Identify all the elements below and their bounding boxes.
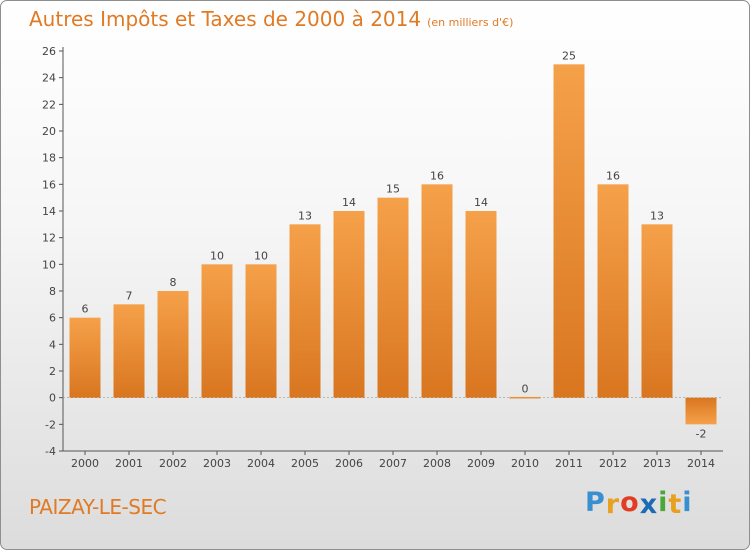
logo-letter: i <box>658 487 669 518</box>
x-tick-label-2002: 2002 <box>159 457 187 470</box>
bar-2014 <box>685 397 717 425</box>
value-label-2007: 15 <box>386 183 400 196</box>
bar-2008 <box>421 184 453 398</box>
bar-2006 <box>333 211 365 398</box>
y-tick-label: 10 <box>42 258 56 271</box>
x-tick-label-2009: 2009 <box>467 457 495 470</box>
x-tick-label-2003: 2003 <box>203 457 231 470</box>
x-tick-label-2011: 2011 <box>555 457 583 470</box>
x-tick-label-2013: 2013 <box>643 457 671 470</box>
y-tick-label: 14 <box>42 205 56 218</box>
x-tick-label-2010: 2010 <box>511 457 539 470</box>
bar-2001 <box>113 304 145 398</box>
x-tick-label-2004: 2004 <box>247 457 275 470</box>
proxiti-logo: Proxiti <box>585 487 693 520</box>
y-tick-label: 20 <box>42 125 56 138</box>
chart-title: Autres Impôts et Taxes de 2000 à 2014 (en… <box>29 7 513 31</box>
value-label-2003: 10 <box>210 249 224 262</box>
bar-2013 <box>641 224 673 398</box>
bar-2007 <box>377 197 409 398</box>
bar-2012 <box>597 184 629 398</box>
logo-letter: x <box>639 489 659 520</box>
logo-letter: t <box>668 489 683 520</box>
logo-letter: P <box>585 487 606 518</box>
value-label-2002: 8 <box>170 276 177 289</box>
x-tick-label-2014: 2014 <box>687 457 715 470</box>
y-tick-label: -2 <box>45 418 56 431</box>
title-text: Autres Impôts et Taxes de 2000 à 2014 <box>29 7 422 31</box>
x-tick-label-2000: 2000 <box>71 457 99 470</box>
value-label-2006: 14 <box>342 196 356 209</box>
value-label-2008: 16 <box>430 169 444 182</box>
y-tick-label: 22 <box>42 98 56 111</box>
bar-2005 <box>289 224 321 398</box>
x-tick-label-2008: 2008 <box>423 457 451 470</box>
value-label-2010: 0 <box>522 383 529 396</box>
y-tick-label: 24 <box>42 72 56 85</box>
value-label-2004: 10 <box>254 249 268 262</box>
bar-2002 <box>157 291 189 398</box>
logo-letter: r <box>605 489 621 520</box>
value-label-2000: 6 <box>82 303 89 316</box>
value-label-2005: 13 <box>298 209 312 222</box>
y-tick-label: 6 <box>49 312 56 325</box>
y-tick-label: 8 <box>49 285 56 298</box>
logo-letter: o <box>620 487 640 518</box>
value-label-2013: 13 <box>650 209 664 222</box>
y-tick-label: 12 <box>42 232 56 245</box>
logo-letter: i <box>682 487 693 518</box>
y-tick-label: 2 <box>49 365 56 378</box>
y-tick-label: 0 <box>49 392 56 405</box>
bar-2000 <box>69 317 101 398</box>
y-tick-label: 16 <box>42 178 56 191</box>
bar-2010 <box>509 396 541 399</box>
y-tick-label: 26 <box>42 45 56 58</box>
value-label-2012: 16 <box>606 169 620 182</box>
unit-note: (en milliers d'€) <box>427 16 514 29</box>
bar-2011 <box>553 64 585 398</box>
x-tick-label-2006: 2006 <box>335 457 363 470</box>
x-tick-label-2001: 2001 <box>115 457 143 470</box>
value-label-2001: 7 <box>126 289 133 302</box>
value-label-2014: -2 <box>696 427 707 440</box>
y-tick-label: 4 <box>49 338 56 351</box>
town-name: PAIZAY-LE-SEC <box>29 495 167 519</box>
x-tick-label-2007: 2007 <box>379 457 407 470</box>
y-tick-label: -4 <box>45 445 56 458</box>
x-tick-label-2012: 2012 <box>599 457 627 470</box>
y-tick-label: 18 <box>42 152 56 165</box>
value-label-2011: 25 <box>562 49 576 62</box>
bar-2003 <box>201 264 233 398</box>
bar-2009 <box>465 211 497 398</box>
value-label-2009: 14 <box>474 196 488 209</box>
bar-2004 <box>245 264 277 398</box>
x-tick-label-2005: 2005 <box>291 457 319 470</box>
